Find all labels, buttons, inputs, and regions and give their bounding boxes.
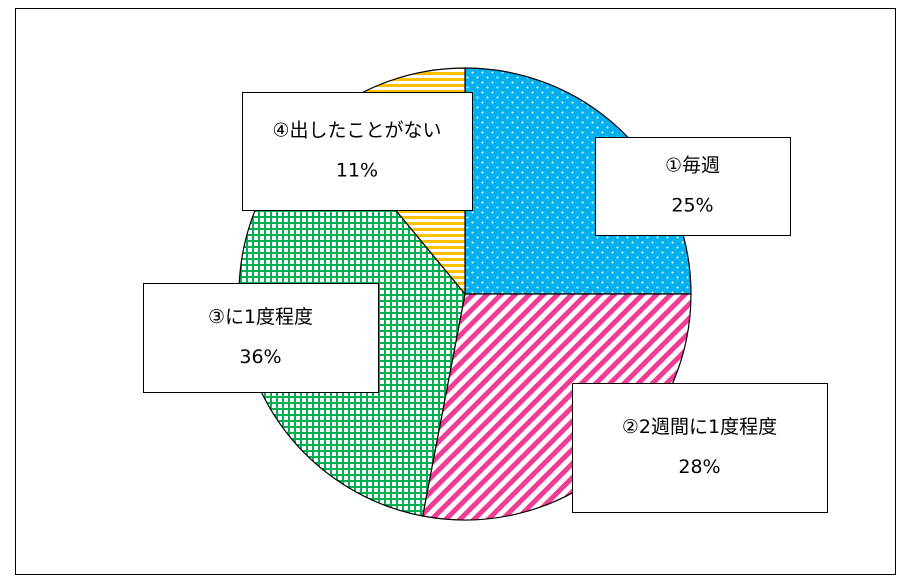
data-label-name: ④出したことがない bbox=[272, 120, 441, 142]
data-label-value: 25% bbox=[671, 195, 713, 217]
data-label-name: ②2週間に1度程度 bbox=[622, 416, 777, 438]
data-label-box bbox=[595, 137, 791, 236]
data-label-value: 11% bbox=[336, 160, 378, 182]
data-label-name: ③に1度程度 bbox=[208, 306, 313, 328]
data-label-value: 28% bbox=[678, 456, 720, 478]
data-label-name: ①毎週 bbox=[665, 155, 720, 177]
data-label-box bbox=[572, 383, 828, 513]
data-label-box bbox=[143, 283, 379, 393]
data-label-box bbox=[242, 92, 473, 211]
pie-slice bbox=[464, 67, 692, 295]
data-label-value: 36% bbox=[239, 346, 281, 368]
